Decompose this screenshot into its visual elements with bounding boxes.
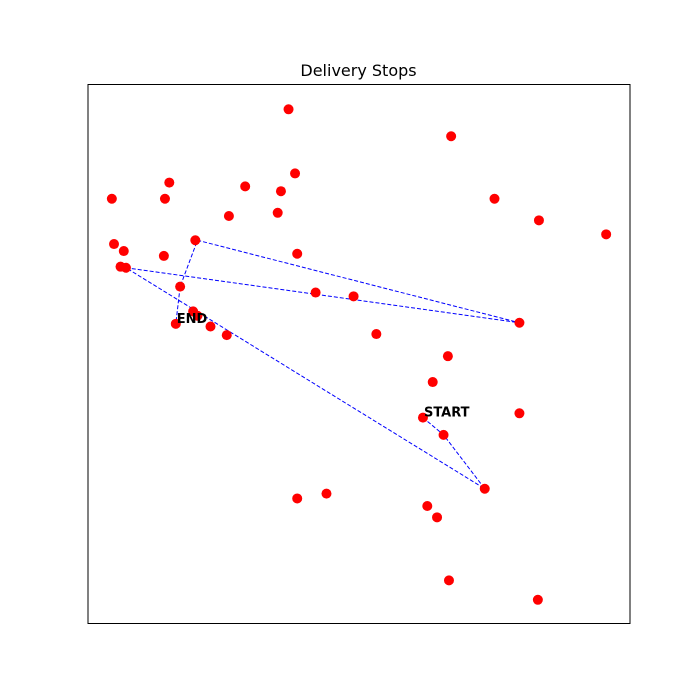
stop-point — [371, 329, 382, 340]
start-label: START — [424, 406, 470, 421]
stop-point — [175, 281, 186, 292]
stop-point — [118, 246, 129, 257]
stop-point — [432, 512, 443, 523]
stop-point — [283, 104, 294, 115]
stop-point — [489, 193, 500, 204]
stop-point — [221, 330, 232, 341]
stop-point — [170, 318, 181, 329]
stop-point — [159, 193, 170, 204]
stop-point — [446, 131, 457, 142]
stop-point — [514, 317, 525, 328]
chart-title: Delivery Stops — [300, 61, 416, 80]
stop-point — [240, 181, 251, 192]
end-label: END — [177, 312, 208, 327]
route-line — [125, 239, 520, 490]
stop-point — [192, 310, 203, 321]
stop-point — [290, 168, 301, 179]
stop-point — [427, 377, 438, 388]
stop-point — [223, 211, 234, 222]
stop-point — [158, 250, 169, 261]
stop-point — [292, 248, 303, 259]
stop-point — [532, 594, 543, 605]
labels-layer: START END — [177, 312, 470, 421]
stop-point — [275, 186, 286, 197]
stop-point — [106, 193, 117, 204]
stop-point — [321, 488, 332, 499]
stop-point — [205, 321, 216, 332]
points-layer — [106, 104, 612, 605]
stop-point — [443, 575, 454, 586]
stop-point — [479, 483, 490, 494]
stop-point — [292, 493, 303, 504]
stop-point — [422, 500, 433, 511]
plot-area — [87, 84, 631, 624]
stop-point — [533, 215, 544, 226]
stop-point — [272, 207, 283, 218]
stop-point — [601, 229, 612, 240]
route-layer — [125, 239, 520, 490]
stop-point — [120, 262, 131, 273]
stop-point — [438, 429, 449, 440]
stop-point — [442, 351, 453, 362]
stop-point — [417, 412, 428, 423]
stop-point — [348, 291, 359, 302]
stop-point — [310, 287, 321, 298]
stop-point — [190, 235, 201, 246]
stop-point — [109, 239, 120, 250]
stop-point — [514, 408, 525, 419]
stop-point — [164, 177, 175, 188]
